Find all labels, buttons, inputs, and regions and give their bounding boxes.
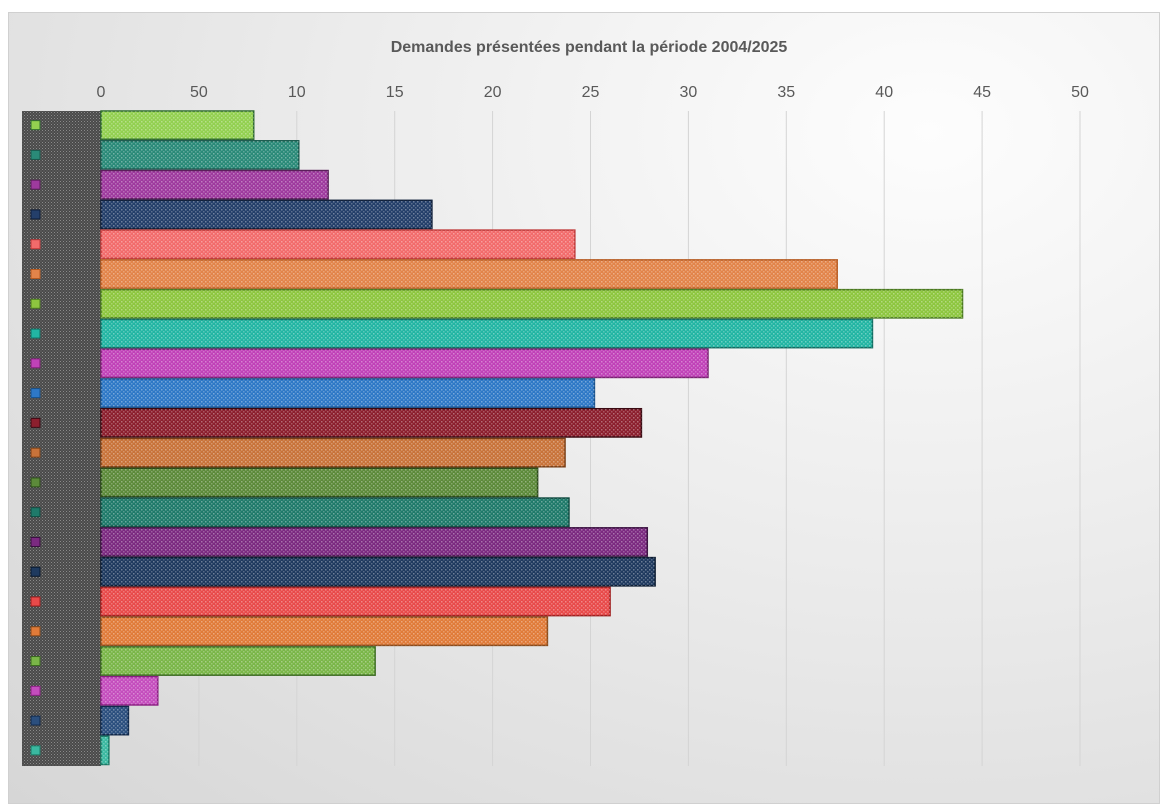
x-tick-label: 15 — [386, 84, 404, 101]
bar-texture — [101, 557, 656, 586]
bar-texture — [101, 498, 569, 527]
bar-texture — [101, 646, 376, 676]
category-marker — [30, 328, 41, 339]
x-tick-label: 0 — [97, 84, 106, 101]
category-marker — [30, 298, 41, 309]
bar-texture — [101, 200, 432, 229]
category-marker — [30, 149, 41, 160]
category-marker — [30, 179, 41, 190]
category-marker — [30, 507, 41, 518]
bar-texture — [101, 736, 109, 765]
bar-texture — [101, 706, 129, 735]
chart-title: Demandes présentées pendant la période 2… — [391, 39, 788, 56]
x-tick-label: 30 — [680, 84, 698, 101]
bar-texture — [101, 617, 548, 646]
bar-texture — [101, 468, 538, 497]
bar-texture — [101, 349, 708, 378]
bar-chart: Demandes présentées pendant la période 2… — [22, 39, 1089, 766]
category-marker — [30, 536, 41, 547]
category-marker — [30, 358, 41, 369]
bar-texture — [101, 259, 838, 289]
bars — [100, 110, 964, 766]
category-marker — [30, 596, 41, 607]
bar-texture — [101, 140, 299, 170]
category-axis-band — [22, 111, 101, 766]
category-marker — [30, 120, 41, 131]
bar-texture — [101, 438, 566, 467]
bar-texture — [101, 319, 873, 348]
category-markers — [30, 120, 41, 756]
bar-texture — [101, 408, 642, 437]
bar-texture — [101, 289, 963, 318]
x-tick-label: 50 — [190, 84, 208, 101]
category-marker — [30, 447, 41, 458]
category-marker — [30, 626, 41, 637]
x-tick-label: 35 — [777, 84, 795, 101]
category-marker — [30, 715, 41, 726]
bar-texture — [101, 230, 575, 259]
x-axis-ticks: 0 50 10 15 20 25 30 35 40 45 50 — [97, 84, 1089, 101]
x-tick-label: 50 — [1071, 84, 1089, 101]
category-marker — [30, 417, 41, 428]
category-marker — [30, 239, 41, 250]
category-marker — [30, 656, 41, 667]
bar-texture — [101, 676, 158, 705]
chart-area: Demandes présentées pendant la période 2… — [8, 12, 1160, 804]
category-marker — [30, 685, 41, 696]
category-marker — [30, 209, 41, 220]
bar-texture — [101, 587, 611, 616]
x-tick-label: 25 — [582, 84, 600, 101]
category-marker — [30, 477, 41, 488]
bar-texture — [101, 111, 254, 140]
category-marker — [30, 745, 41, 756]
x-tick-label: 40 — [875, 84, 893, 101]
category-marker — [30, 566, 41, 577]
x-tick-label: 20 — [484, 84, 502, 101]
bar-texture — [101, 527, 648, 557]
x-tick-label: 45 — [973, 84, 991, 101]
category-marker — [30, 269, 41, 279]
bar-texture — [101, 170, 329, 199]
bar-texture — [101, 378, 595, 408]
category-marker — [30, 388, 41, 399]
x-tick-label: 10 — [288, 84, 306, 101]
